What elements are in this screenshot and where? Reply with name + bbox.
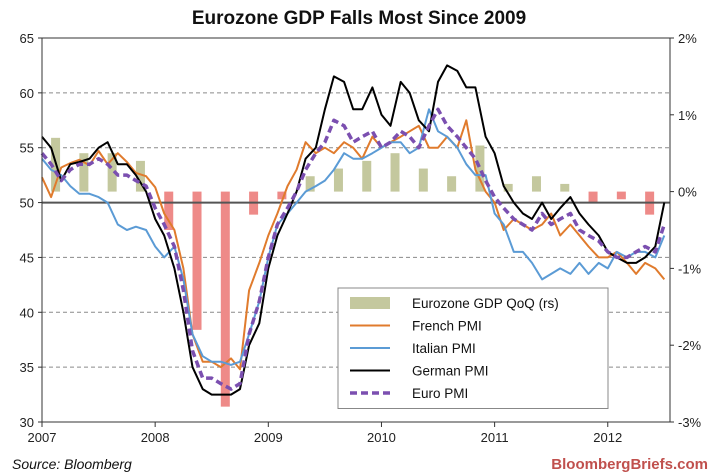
y-right-tick-label: 0%: [678, 185, 697, 200]
y-tick-label: 35: [20, 360, 34, 375]
x-tick-label: 2008: [141, 430, 170, 445]
y-right-tick-label: -2%: [678, 338, 702, 353]
brand-watermark: BloombergBriefs.com: [551, 456, 708, 473]
y-tick-label: 50: [20, 196, 34, 211]
x-tick-label: 2010: [367, 430, 396, 445]
gdp-bar: [220, 191, 230, 407]
x-tick-label: 2012: [593, 430, 622, 445]
gdp-bar: [560, 183, 570, 192]
legend-label: Italian PMI: [412, 341, 476, 356]
gdp-bar: [531, 176, 541, 192]
gdp-bar: [192, 191, 202, 330]
gdp-bar: [475, 145, 485, 192]
y-right-tick-label: 1%: [678, 108, 697, 123]
gdp-bar: [164, 191, 174, 230]
y-right-tick-label: -3%: [678, 415, 702, 430]
x-axis: 2007 2008 2009 2010 2011 2012: [28, 422, 622, 445]
gdp-bar: [362, 160, 372, 192]
y-tick-label: 30: [20, 415, 34, 430]
series-line-french-pmi: [41, 119, 666, 371]
gdp-bar: [333, 168, 343, 192]
y-tick-label: 45: [20, 250, 34, 265]
legend-label: Euro PMI: [412, 386, 468, 401]
y-right-tick-label: 2%: [678, 31, 697, 46]
series-line-euro-pmi: [40, 107, 666, 391]
y-tick-label: 40: [20, 305, 34, 320]
x-tick-label: 2007: [28, 430, 57, 445]
source-note: Source: Bloomberg: [12, 456, 132, 472]
x-tick-label: 2009: [254, 430, 283, 445]
y-right-tick-label: -1%: [678, 261, 702, 276]
plot-frame: [41, 37, 671, 423]
left-y-axis: 30 35 40 45 50 55 60 65: [20, 31, 42, 430]
gdp-bar: [588, 191, 598, 204]
gdp-bar: [107, 153, 117, 192]
gdp-bar: [616, 191, 626, 200]
x-tick-label: 2011: [481, 430, 509, 445]
legend-label: German PMI: [412, 364, 489, 379]
series-line-german-pmi: [41, 64, 666, 396]
gdp-bar: [277, 191, 287, 200]
gdp-bar: [305, 176, 315, 192]
right-y-axis: -3% -2% -1% 0% 1% 2%: [670, 31, 702, 430]
chart-title: Eurozone GDP Falls Most Since 2009: [192, 8, 526, 29]
legend-label: Eurozone GDP QoQ (rs): [412, 296, 559, 311]
gdp-bar: [503, 183, 513, 192]
plot-border: [41, 37, 671, 423]
series-line-italian-pmi: [41, 108, 666, 366]
legend-swatch: [350, 297, 390, 309]
gdp-bar: [390, 153, 400, 192]
y-tick-label: 65: [20, 31, 34, 46]
y-tick-label: 60: [20, 86, 34, 101]
gdp-bar: [418, 168, 428, 192]
legend: Eurozone GDP QoQ (rs) French PMI Italian P…: [337, 287, 609, 409]
legend-label: French PMI: [412, 319, 482, 334]
y-tick-label: 55: [20, 141, 34, 156]
gdp-bar: [79, 153, 89, 192]
gdp-bar: [135, 160, 145, 192]
pmi-lines: [40, 64, 666, 396]
gdp-bar: [447, 176, 457, 192]
